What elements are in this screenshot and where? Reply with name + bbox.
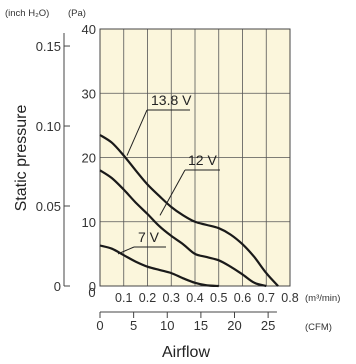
y-axis-label: Static pressure bbox=[13, 105, 30, 212]
y-tick-label-pa: 30 bbox=[82, 86, 96, 101]
y-tick-label-pa: 0 bbox=[89, 279, 96, 294]
curve-12v bbox=[99, 169, 267, 288]
x-tick-label-cfm: 5 bbox=[130, 318, 137, 333]
x-tick-label-m3: 0.3 bbox=[163, 291, 180, 305]
series-leader-13-8v bbox=[126, 109, 148, 156]
y-tick-label-inch: 0 bbox=[54, 279, 61, 294]
y-tick-label-pa: 40 bbox=[82, 22, 96, 37]
x-tick-label-m3: 0.1 bbox=[115, 291, 132, 305]
labels: 13.8 V 12 V 7 V bbox=[117, 92, 220, 255]
series-label-13-8v: 13.8 V bbox=[151, 92, 192, 108]
x-unit-m3: (m³/min) bbox=[305, 293, 340, 304]
y-tick-label-pa: 20 bbox=[82, 151, 96, 166]
series-leader-12v bbox=[159, 169, 186, 216]
x-tick-label-cfm: 0 bbox=[96, 318, 103, 333]
y-tick-label-pa: 10 bbox=[82, 215, 96, 230]
x-tick-label-zero: 0 bbox=[88, 285, 95, 300]
x-axis-label: Airflow bbox=[162, 344, 210, 361]
axes: 0 10 20 30 40 0 0.05 0.10 0.15 0.1 0.2 0.3 0.4 0.5 0.6… bbox=[36, 22, 299, 333]
x-tick-label-cfm: 15 bbox=[194, 318, 208, 333]
series-label-7v: 7 V bbox=[138, 229, 160, 245]
x-tick-label-m3: 0.4 bbox=[186, 291, 203, 305]
x-tick-label-m3: 0.8 bbox=[281, 291, 298, 305]
y-tick-label-inch: 0.05 bbox=[36, 199, 61, 214]
plot-frame bbox=[99, 28, 291, 287]
curve-13-8v bbox=[99, 134, 279, 287]
y-tick-label-inch: 0.15 bbox=[36, 39, 61, 54]
y-tick-label-inch: 0.10 bbox=[36, 119, 61, 134]
x-tick-label-cfm: 10 bbox=[160, 318, 174, 333]
x-tick-label-m3: 0.2 bbox=[139, 291, 156, 305]
series-label-12v: 12 V bbox=[188, 152, 217, 168]
x-tick-label-m3: 0.7 bbox=[258, 291, 275, 305]
x-tick-label-m3: 0.5 bbox=[210, 291, 227, 305]
x-tick-label-cfm: 25 bbox=[261, 318, 275, 333]
x-unit-cfm: (CFM) bbox=[305, 322, 332, 333]
series-leader-7v bbox=[117, 246, 135, 255]
x-tick-label-m3: 0.6 bbox=[234, 291, 251, 305]
y-units-left: (inch H₂O) bbox=[5, 8, 49, 19]
grid bbox=[99, 28, 291, 287]
x-tick-label-cfm: 20 bbox=[227, 318, 241, 333]
y-units-right: (Pa) bbox=[68, 8, 86, 19]
